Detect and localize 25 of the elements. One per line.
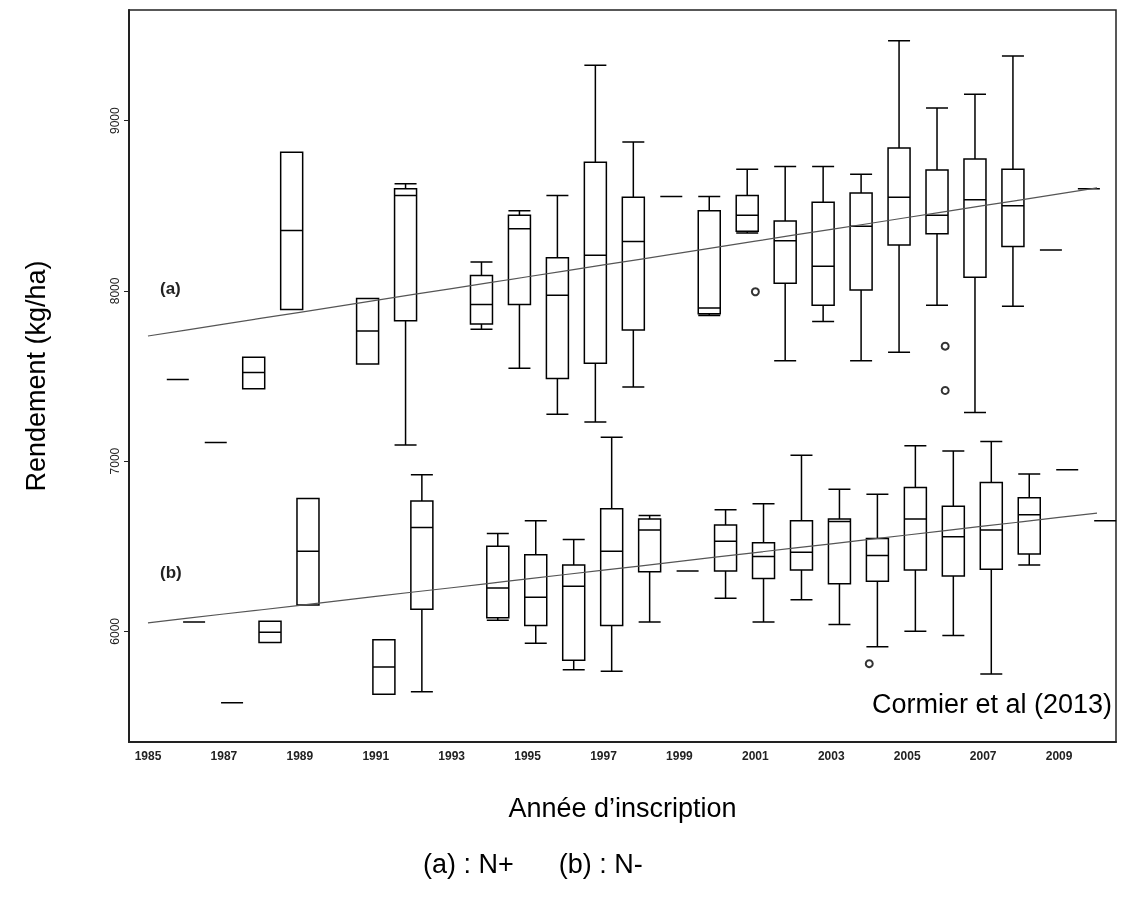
x-tick-label: 1995 [514,749,542,763]
y-tick-label: 9000 [108,106,122,134]
x-tick-label: 1999 [666,749,694,763]
x-tick-label: 1985 [134,749,162,763]
x-tick-label: 1991 [362,749,390,763]
x-tick-label: 1993 [438,749,466,763]
x-tick-label: 2005 [893,749,921,763]
annotation: Cormier et al (2013) [871,688,1113,719]
y-axis-title: Rendement (kg/ha) [20,260,51,492]
x-tick-label: 2007 [969,749,997,763]
x-tick-label: 2003 [817,749,845,763]
line-series [147,187,1098,337]
x-tick-label: 2009 [1045,749,1073,763]
annotation: (a) [160,279,181,298]
x-axis-title: Année d’inscription [508,792,737,823]
x-tick-label: 2001 [742,749,770,763]
y-tick-label: 7000 [108,447,122,475]
x-tick-label: 1997 [590,749,618,763]
annotation: (b) [160,563,182,582]
line-series [147,512,1098,624]
x-tick-label: 1987 [210,749,238,763]
x-tick-label: 1989 [286,749,314,763]
y-tick-label: 6000 [108,617,122,645]
y-tick-label: 8000 [108,277,122,305]
text: (a) : N+ (b) : N- [423,848,643,879]
